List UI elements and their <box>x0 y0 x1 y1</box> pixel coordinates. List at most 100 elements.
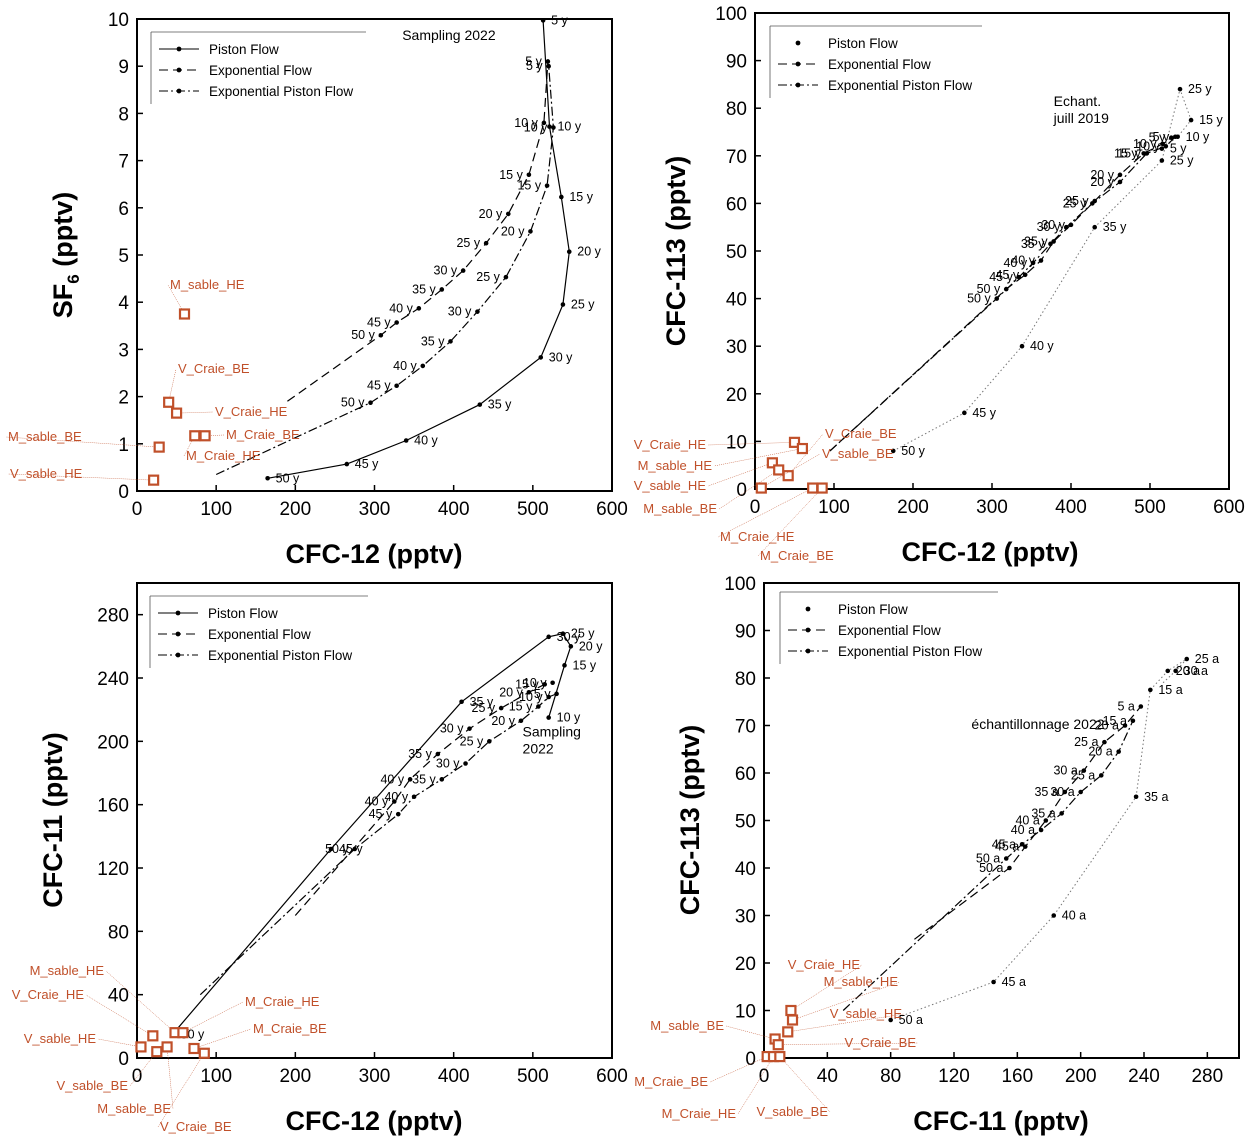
sample-marker <box>178 308 191 320</box>
point-label: 40 a <box>1011 823 1035 837</box>
series-line <box>267 20 570 479</box>
sample-leader <box>707 442 795 446</box>
legend-entry: Piston Flow <box>828 36 898 51</box>
x-tick-label: 0 <box>132 1066 143 1087</box>
point-label: 30 a <box>1050 785 1074 799</box>
data-point <box>547 124 552 129</box>
point-label: 5 y <box>1170 142 1187 156</box>
data-point <box>1159 146 1165 151</box>
point-label: 30 y <box>448 305 472 319</box>
y-tick-label: 50 <box>726 242 747 263</box>
data-point <box>1022 844 1028 849</box>
point-label: 45 a <box>992 837 1016 851</box>
sample-leader <box>737 1056 774 1115</box>
data-point <box>1177 86 1183 92</box>
y-tick-label: 60 <box>726 194 747 215</box>
sample-label: M_Craie_BE <box>253 1021 327 1036</box>
x-tick-label: 500 <box>517 499 549 520</box>
x-tick-label: 200 <box>1065 1066 1097 1087</box>
y-tick-label: 80 <box>108 922 129 943</box>
y-axis-label: CFC-113 (pptv) <box>661 156 691 347</box>
sample-points: M_sable_HE V_Craie_BE V_Craie_HE M_Craie_BE… <box>5 277 300 486</box>
point-label: 15 y <box>509 700 533 714</box>
sample-marker <box>786 1014 799 1026</box>
data-point <box>1030 260 1036 266</box>
sample-leader <box>761 453 821 489</box>
data-point <box>1022 272 1028 278</box>
series-piston-flow: 50 y45 y40 y35 y25 y25 y15 y10 y5 y <box>890 82 1223 458</box>
point-label: 15 a <box>1103 714 1127 728</box>
point-label: 5 y <box>525 54 542 68</box>
sample-points: V_Craie_HE M_sable_HE V_sable_HE M_sable_BE… <box>634 957 919 1121</box>
data-point <box>1016 274 1022 280</box>
sample-label: V_Craie_HE <box>12 987 85 1002</box>
y-tick-label: 0 <box>118 482 129 503</box>
point-label: 10 y <box>1136 139 1160 153</box>
series-exponential-flow: 50 y45 y40 y35 y30 y25 y20 y15 y10 y5 y <box>829 131 1174 452</box>
data-point <box>463 761 468 766</box>
legend: Piston Flow Exponential Flow Exponential P… <box>779 591 998 664</box>
y-tick-label: 2 <box>118 388 129 409</box>
legend: Piston Flow Exponential Flow Exponential P… <box>149 595 368 668</box>
sample-leader <box>709 1056 768 1083</box>
x-tick-label: 300 <box>359 499 391 520</box>
point-label: 15 y <box>517 179 541 193</box>
data-point <box>1163 143 1169 149</box>
point-label: 50 y <box>977 282 1001 296</box>
x-tick-label: 40 <box>817 1066 838 1087</box>
chart-panel-p2: 0 100 200 300 400 500 600 0 10 20 30 40 50 60 70 80 90 10… <box>634 4 1245 567</box>
point-label: 30 y <box>1041 218 1065 232</box>
data-point <box>888 1017 893 1023</box>
data-point <box>1003 856 1009 861</box>
x-tick-label: 600 <box>1213 497 1245 518</box>
data-point <box>486 739 492 744</box>
point-label: 40 a <box>1062 909 1086 923</box>
sample-label: V_Craie_HE <box>215 404 288 419</box>
data-point <box>1038 258 1044 263</box>
sample-label: M_sable_BE <box>97 1101 171 1116</box>
sample-marker <box>170 407 183 419</box>
data-point <box>991 979 996 985</box>
data-point <box>1090 201 1095 206</box>
data-point <box>1078 789 1083 795</box>
legend-marker <box>795 82 801 88</box>
point-label: 35 a <box>1031 806 1055 820</box>
sample-label: V_Craie_BE <box>844 1035 916 1050</box>
legend-marker <box>795 61 801 67</box>
data-point <box>394 320 399 325</box>
point-label: 15 y <box>515 677 539 691</box>
data-point <box>1059 811 1064 816</box>
point-label: 40 y <box>1030 339 1054 353</box>
y-tick-label: 30 <box>726 337 747 358</box>
point-label: 50 a <box>976 852 1000 866</box>
data-point <box>551 125 556 130</box>
data-point <box>1173 668 1178 674</box>
sample-label: M_sable_HE <box>638 458 713 473</box>
point-label: 50 a <box>899 1013 923 1027</box>
legend-marker <box>805 627 811 633</box>
data-point <box>994 296 1000 301</box>
y-tick-label: 3 <box>118 340 129 361</box>
sample-marker <box>188 1042 200 1055</box>
y-tick-label: 40 <box>735 859 756 880</box>
series-line <box>172 633 572 1035</box>
sample-marker <box>774 1050 786 1063</box>
point-label: 25 y <box>1065 194 1089 208</box>
legend-marker <box>176 46 182 52</box>
sample-label: M_sable_BE <box>650 1018 724 1033</box>
x-tick-label: 600 <box>596 1066 628 1087</box>
sample-label: V_sable_HE <box>24 1031 97 1046</box>
sample-label: M_Craie_BE <box>634 1074 708 1089</box>
data-point <box>1019 343 1025 349</box>
sample-leader <box>97 1038 142 1048</box>
point-label: 40 y <box>380 772 404 786</box>
point-label: 25 y <box>1063 196 1087 210</box>
y-tick-label: 0 <box>736 480 747 501</box>
point-label: 25 y <box>1188 82 1212 96</box>
y-tick-label: 7 <box>118 152 129 173</box>
sample-label: M_Craie_HE <box>720 529 795 544</box>
data-point <box>1019 841 1025 847</box>
sample-leader <box>176 411 214 414</box>
sample-marker <box>772 1039 784 1051</box>
chart-annotation: 2022 <box>523 741 554 757</box>
